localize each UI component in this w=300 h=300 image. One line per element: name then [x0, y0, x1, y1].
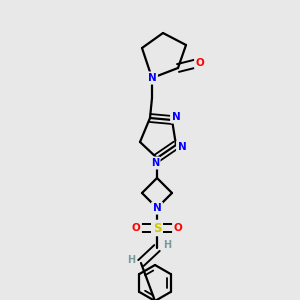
Text: H: H	[163, 240, 171, 250]
Text: N: N	[172, 112, 180, 122]
Text: N: N	[151, 158, 159, 168]
Text: N: N	[178, 142, 186, 152]
Text: O: O	[132, 223, 140, 233]
Text: O: O	[174, 223, 182, 233]
Text: S: S	[153, 221, 161, 235]
Text: H: H	[127, 255, 135, 265]
Text: N: N	[153, 203, 161, 213]
Text: O: O	[196, 58, 204, 68]
Text: N: N	[148, 73, 156, 83]
